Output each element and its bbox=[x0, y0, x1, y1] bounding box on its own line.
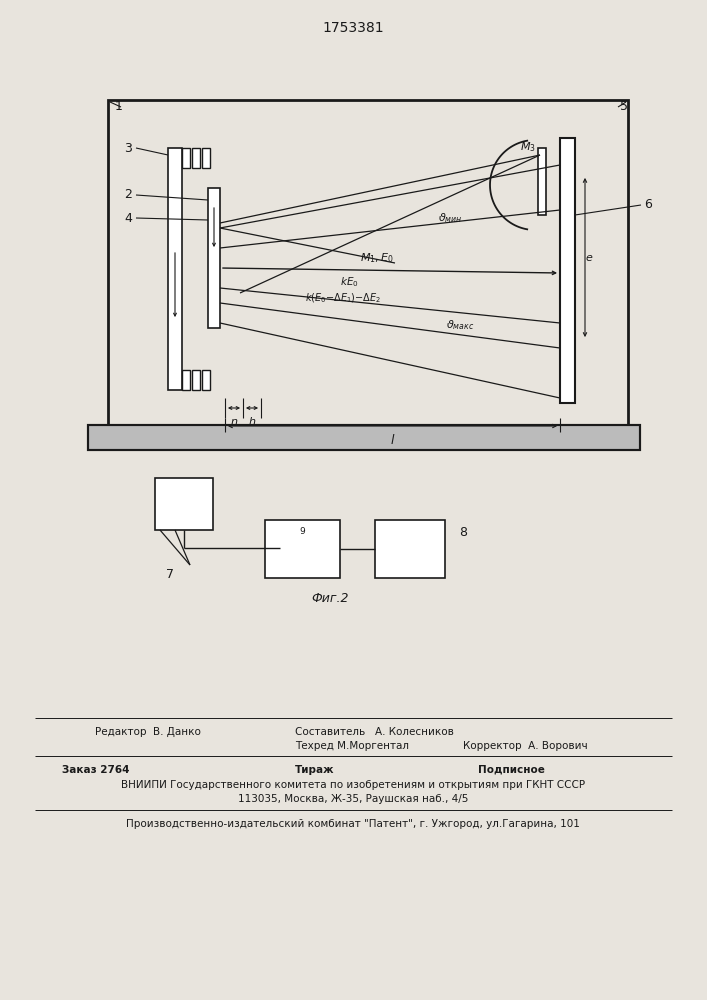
Bar bbox=[265, 520, 340, 578]
Text: n: n bbox=[230, 417, 238, 427]
Bar bbox=[192, 148, 200, 168]
Text: $\vartheta_{мин}$: $\vartheta_{мин}$ bbox=[438, 211, 462, 225]
Text: Тираж: Тираж bbox=[295, 765, 334, 775]
Bar bbox=[88, 425, 640, 450]
Text: Редактор  В. Данко: Редактор В. Данко bbox=[95, 727, 201, 737]
Text: $kE_0$: $kE_0$ bbox=[340, 275, 358, 289]
Text: 5: 5 bbox=[620, 101, 628, 113]
Text: 2: 2 bbox=[124, 188, 132, 202]
Text: $k(E_0{-}\Delta E_1){-}\Delta E_2$: $k(E_0{-}\Delta E_1){-}\Delta E_2$ bbox=[305, 291, 381, 305]
Text: 9: 9 bbox=[299, 528, 305, 536]
Bar bbox=[560, 138, 575, 403]
Text: Фиг.2: Фиг.2 bbox=[311, 591, 349, 604]
Text: h: h bbox=[248, 417, 255, 427]
Bar bbox=[208, 188, 220, 328]
Bar bbox=[202, 370, 210, 390]
Bar bbox=[538, 148, 546, 215]
Text: 4: 4 bbox=[124, 212, 132, 225]
Text: 113035, Москва, Ж-35, Раушская наб., 4/5: 113035, Москва, Ж-35, Раушская наб., 4/5 bbox=[238, 794, 468, 804]
Bar bbox=[108, 100, 628, 425]
Text: Техред М.Моргентал: Техред М.Моргентал bbox=[295, 741, 409, 751]
Text: l: l bbox=[390, 434, 394, 446]
Text: 1: 1 bbox=[115, 101, 123, 113]
Bar bbox=[202, 148, 210, 168]
Text: 1753381: 1753381 bbox=[322, 21, 384, 35]
Bar bbox=[168, 148, 182, 390]
Text: Составитель   А. Колесников: Составитель А. Колесников bbox=[295, 727, 454, 737]
Text: e: e bbox=[585, 253, 592, 263]
Text: $M_1, E_0$: $M_1, E_0$ bbox=[360, 251, 394, 265]
Text: 7: 7 bbox=[166, 568, 174, 582]
Text: 6: 6 bbox=[644, 198, 652, 212]
Text: 8: 8 bbox=[459, 526, 467, 538]
Text: Заказ 2764: Заказ 2764 bbox=[62, 765, 129, 775]
Bar bbox=[192, 370, 200, 390]
Bar bbox=[375, 520, 445, 578]
Text: $M_3$: $M_3$ bbox=[520, 140, 536, 154]
Bar bbox=[88, 425, 640, 450]
Text: $\vartheta_{макс}$: $\vartheta_{макс}$ bbox=[446, 318, 474, 332]
Text: Корректор  А. Ворович: Корректор А. Ворович bbox=[463, 741, 588, 751]
Text: Подписное: Подписное bbox=[478, 765, 545, 775]
Bar bbox=[182, 148, 190, 168]
Text: ВНИИПИ Государственного комитета по изобретениям и открытиям при ГКНТ СССР: ВНИИПИ Государственного комитета по изоб… bbox=[121, 780, 585, 790]
Bar bbox=[155, 478, 213, 530]
Text: Производственно-издательский комбинат "Патент", г. Ужгород, ул.Гагарина, 101: Производственно-издательский комбинат "П… bbox=[126, 819, 580, 829]
Text: 3: 3 bbox=[124, 141, 132, 154]
Bar bbox=[182, 370, 190, 390]
